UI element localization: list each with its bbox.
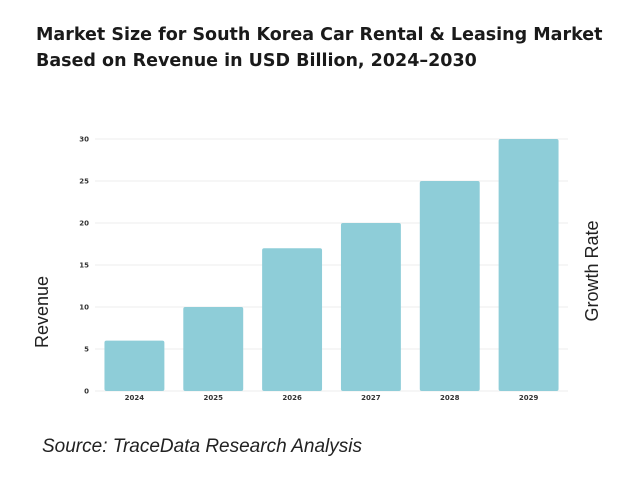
y-axis-ticks: 0 5 10 15 20 25 30 bbox=[79, 136, 89, 396]
y-axis-label: Revenue bbox=[32, 276, 52, 348]
y-tick-label: 15 bbox=[79, 262, 89, 270]
y-tick-label: 5 bbox=[84, 346, 89, 354]
y-tick-label: 0 bbox=[84, 388, 89, 396]
x-tick-label: 2029 bbox=[519, 394, 539, 402]
bar-2025 bbox=[183, 307, 244, 391]
x-tick-label: 2026 bbox=[282, 394, 302, 402]
bar-2027 bbox=[340, 223, 401, 391]
bars bbox=[104, 139, 559, 391]
y-tick-label: 20 bbox=[79, 220, 89, 228]
x-tick-label: 2024 bbox=[125, 394, 145, 402]
x-tick-label: 2027 bbox=[361, 394, 381, 402]
bar-2024 bbox=[104, 340, 165, 391]
gridlines bbox=[95, 138, 568, 392]
x-tick-label: 2028 bbox=[440, 394, 460, 402]
y-tick-label: 25 bbox=[79, 178, 89, 186]
bar-2029 bbox=[498, 139, 559, 391]
bar-2028 bbox=[419, 181, 480, 391]
x-tick-label: 2025 bbox=[204, 394, 224, 402]
x-axis-ticks: 2024 2025 2026 2027 2028 2029 bbox=[125, 394, 539, 402]
y-tick-label: 10 bbox=[79, 304, 89, 312]
bar-2026 bbox=[262, 248, 323, 391]
secondary-y-axis-label: Growth Rate bbox=[582, 220, 602, 321]
chart-title: Market Size for South Korea Car Rental &… bbox=[36, 25, 603, 71]
source-note: Source: TraceData Research Analysis bbox=[42, 436, 362, 457]
y-tick-label: 30 bbox=[79, 136, 89, 144]
